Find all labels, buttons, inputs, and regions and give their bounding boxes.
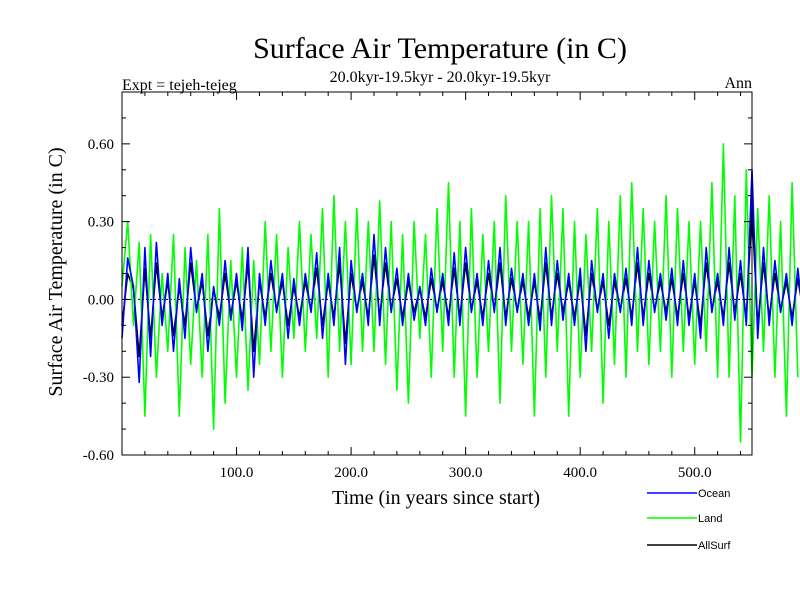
y-axis-label: Surface Air Temperature (in C) xyxy=(45,147,67,396)
series-line-ocean xyxy=(121,169,800,384)
x-tick-label: 500.0 xyxy=(678,465,712,481)
y-tick-label: 0.00 xyxy=(88,292,114,308)
x-axis-label: Time (in years since start) xyxy=(332,487,540,509)
plot-ticks: -0.60 -0.30 0.00 0.30 0.60 100.0 200.0 300.0 400… xyxy=(83,91,752,481)
chart-legend: Ocean Land AllSurf xyxy=(647,488,731,552)
legend-label-ocean: Ocean xyxy=(698,488,730,500)
y-tick-label: -0.30 xyxy=(83,370,114,386)
chart-title: Surface Air Temperature (in C) xyxy=(253,32,627,65)
x-tick-label: 300.0 xyxy=(449,465,483,481)
y-tick-label: 0.60 xyxy=(88,137,114,153)
chart-subtitle: 20.0kyr-19.5kyr - 20.0kyr-19.5kyr xyxy=(330,69,551,86)
x-tick-label: 100.0 xyxy=(220,465,254,481)
series-line-land xyxy=(121,143,799,443)
y-tick-label: -0.60 xyxy=(83,448,114,464)
legend-label-allsurf: AllSurf xyxy=(698,540,731,552)
experiment-label: Expt = tejeh-tejeg xyxy=(122,77,237,94)
x-tick-label: 400.0 xyxy=(563,465,597,481)
x-tick-label: 200.0 xyxy=(334,465,368,481)
legend-label-land: Land xyxy=(698,513,722,525)
plot-series xyxy=(121,143,800,443)
season-label: Ann xyxy=(724,75,752,92)
y-tick-label: 0.30 xyxy=(88,215,114,231)
